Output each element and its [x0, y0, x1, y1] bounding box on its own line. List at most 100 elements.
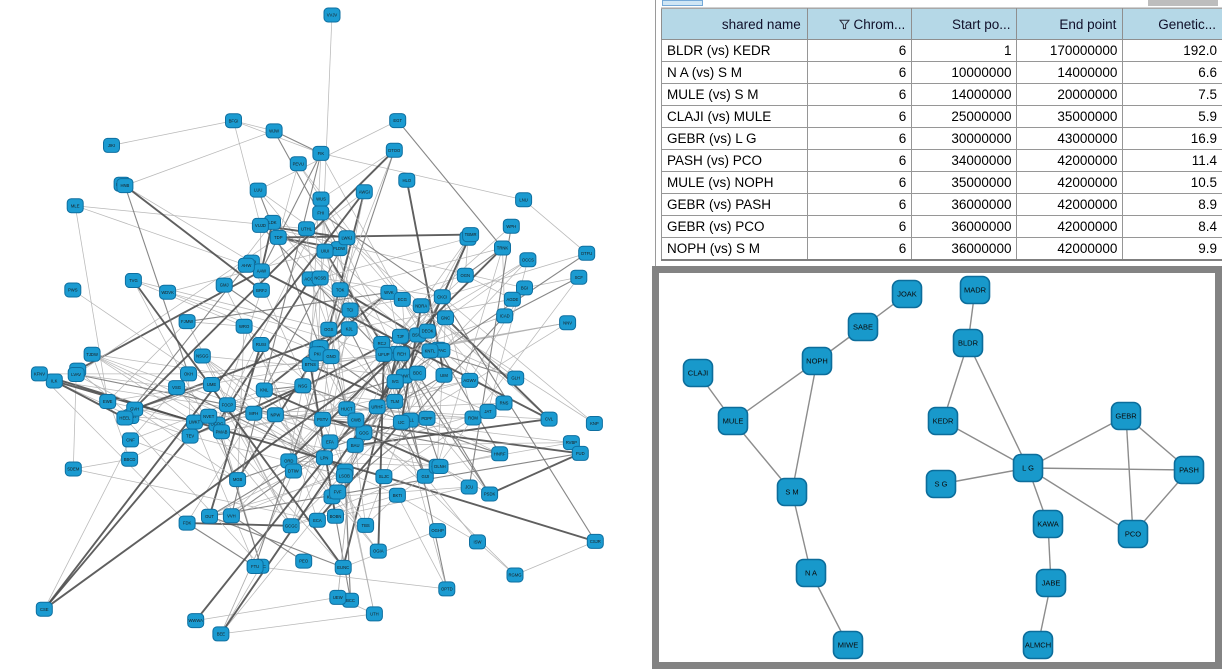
edge-L_G-PCO[interactable] — [1027, 467, 1134, 535]
node-NOPH[interactable]: NOPH — [801, 346, 833, 376]
node-MADR[interactable]: MADR — [959, 275, 991, 305]
overview-node[interactable]: AGDE — [503, 291, 521, 307]
node-KAWA[interactable]: KAWA — [1032, 509, 1064, 539]
overview-node[interactable]: HUCT — [338, 401, 356, 417]
table-row[interactable]: NOPH (vs) S M 6 36000000 42000000 9.9 — [661, 237, 1222, 261]
overview-node[interactable]: NSGG — [193, 348, 211, 364]
overview-node[interactable]: CSJR — [586, 533, 604, 549]
overview-node[interactable]: CKCI — [433, 289, 451, 305]
overview-node[interactable]: ISW — [469, 534, 486, 550]
overview-node[interactable]: EUNC — [334, 559, 352, 575]
overview-node[interactable]: RUSI — [252, 337, 270, 352]
overview-node[interactable]: BGI — [516, 280, 533, 296]
overview-node[interactable]: BOBN — [327, 508, 344, 524]
overview-node[interactable]: DTIW — [284, 463, 302, 479]
overview-node[interactable]: CVL — [540, 411, 558, 427]
overview-node[interactable]: LSOB — [335, 468, 353, 484]
node-SABE[interactable]: SABE — [847, 312, 879, 342]
overview-node[interactable]: VSG — [168, 380, 186, 396]
overview-node[interactable]: KNP — [585, 416, 603, 431]
overview-node[interactable]: ROM — [464, 410, 482, 426]
overview-node[interactable]: LWKT — [186, 414, 203, 430]
overview-node[interactable]: FVF — [329, 484, 347, 500]
overview-node[interactable]: PMAB — [213, 424, 230, 440]
table-row[interactable]: N A (vs) S M 6 10000000 14000000 6.6 — [661, 61, 1222, 84]
overview-node[interactable]: EGT — [389, 113, 407, 129]
overview-node[interactable]: NSG — [294, 378, 312, 394]
overview-node[interactable]: NNV — [559, 315, 577, 331]
overview-node[interactable]: WJW — [265, 123, 283, 139]
node-N_A[interactable]: N A — [795, 558, 827, 588]
overview-node[interactable]: TDP — [269, 229, 287, 245]
overview-node[interactable]: TLM — [386, 393, 404, 409]
overview-node[interactable]: JAT — [479, 403, 497, 419]
overview-node[interactable]: BFGI — [225, 113, 242, 129]
detail-network-canvas[interactable]: JOAK MADR SABE BLDR NOPH CLAJI MULE KEDR GEBR L G… — [659, 273, 1215, 662]
overview-node[interactable]: TEV — [181, 428, 199, 444]
overview-node[interactable]: TBS — [357, 517, 375, 533]
table-row[interactable]: GEBR (vs) L G 6 30000000 43000000 16.9 — [661, 127, 1222, 150]
overview-node[interactable]: PSTV — [314, 411, 332, 427]
overview-node[interactable]: NPW — [266, 407, 284, 423]
overview-node[interactable]: AGWV — [461, 372, 479, 388]
overview-node[interactable]: TVG — [124, 273, 142, 288]
overview-node[interactable]: GNO — [322, 349, 340, 365]
overview-node[interactable]: DEOK — [419, 323, 436, 339]
node-S_G[interactable]: S G — [925, 469, 957, 499]
overview-node[interactable]: ILK — [45, 373, 63, 389]
overview-node[interactable]: WRO — [235, 318, 253, 334]
overview-node[interactable]: UME — [203, 377, 220, 392]
column-header-end[interactable]: End point — [1016, 8, 1124, 40]
table-row[interactable]: BLDR (vs) KEDR 6 1 170000000 192.0 — [661, 39, 1222, 62]
edge-NOPH-S_M[interactable] — [791, 360, 818, 493]
node-JOAK[interactable]: JOAK — [891, 279, 923, 309]
overview-node[interactable]: HLO — [398, 172, 416, 188]
table-row[interactable]: GEBR (vs) PCO 6 36000000 42000000 8.4 — [661, 215, 1222, 238]
overview-node[interactable]: WVK — [380, 284, 398, 300]
overview-node[interactable]: IVG — [386, 374, 404, 390]
overview-node[interactable]: UEW — [329, 589, 347, 605]
overview-node[interactable]: TOK — [331, 282, 349, 298]
overview-node[interactable]: NVET — [200, 408, 218, 424]
overview-node[interactable]: RNS — [495, 395, 513, 411]
node-S_M[interactable]: S M — [776, 477, 808, 507]
overview-node[interactable]: CNF — [122, 432, 139, 448]
overview-node[interactable]: BKTI — [388, 487, 406, 503]
node-CLAJI[interactable]: CLAJI — [682, 358, 714, 388]
overview-node[interactable]: CSE — [35, 601, 53, 617]
overview-node[interactable]: PWS — [64, 282, 82, 298]
overview-node[interactable]: FHI — [312, 205, 330, 221]
overview-node[interactable]: WWWA — [187, 613, 205, 629]
node-PASH[interactable]: PASH — [1173, 455, 1205, 485]
overview-node[interactable]: VUJD — [251, 217, 269, 233]
overview-node[interactable]: HNB — [116, 178, 134, 194]
node-KEDR[interactable]: KEDR — [927, 406, 959, 436]
overview-node[interactable]: PEVU — [289, 156, 307, 172]
overview-node[interactable]: BBCD — [121, 451, 139, 467]
overview-node[interactable]: SCF — [570, 269, 588, 285]
overview-node[interactable]: MGB — [229, 472, 247, 488]
overview-node[interactable]: ECA — [308, 512, 326, 528]
overview-node[interactable]: OGS — [320, 321, 338, 337]
overview-node[interactable]: TJF — [392, 328, 409, 344]
table-row[interactable]: GEBR (vs) PASH 6 36000000 42000000 8.9 — [661, 193, 1222, 216]
overview-node[interactable]: UIUI — [316, 243, 334, 259]
node-BLDR[interactable]: BLDR — [952, 328, 984, 358]
overview-node[interactable]: HNRF — [491, 446, 509, 462]
overview-node[interactable]: UIM — [435, 367, 453, 383]
overview-node[interactable]: FDK — [178, 515, 196, 531]
overview-node[interactable]: OGIA — [369, 543, 387, 559]
overview-node[interactable]: AAW — [252, 263, 270, 279]
overview-node[interactable]: UTHL — [298, 221, 315, 237]
overview-node[interactable]: CWB — [347, 412, 365, 428]
table-row[interactable]: CLAJI (vs) MULE 6 25000000 35000000 5.9 — [661, 105, 1222, 128]
overview-node[interactable]: NCSB — [311, 270, 329, 286]
overview-node[interactable]: KFNV — [30, 366, 48, 382]
overview-node[interactable]: TCI — [341, 302, 359, 318]
node-JABE[interactable]: JABE — [1035, 568, 1067, 598]
overview-node[interactable]: BEE — [212, 626, 230, 642]
overview-node[interactable]: REH — [393, 346, 411, 362]
overview-node[interactable]: FTU — [246, 559, 264, 574]
overview-node[interactable]: BAU — [346, 437, 364, 453]
overview-node[interactable]: SLJC — [375, 469, 393, 485]
